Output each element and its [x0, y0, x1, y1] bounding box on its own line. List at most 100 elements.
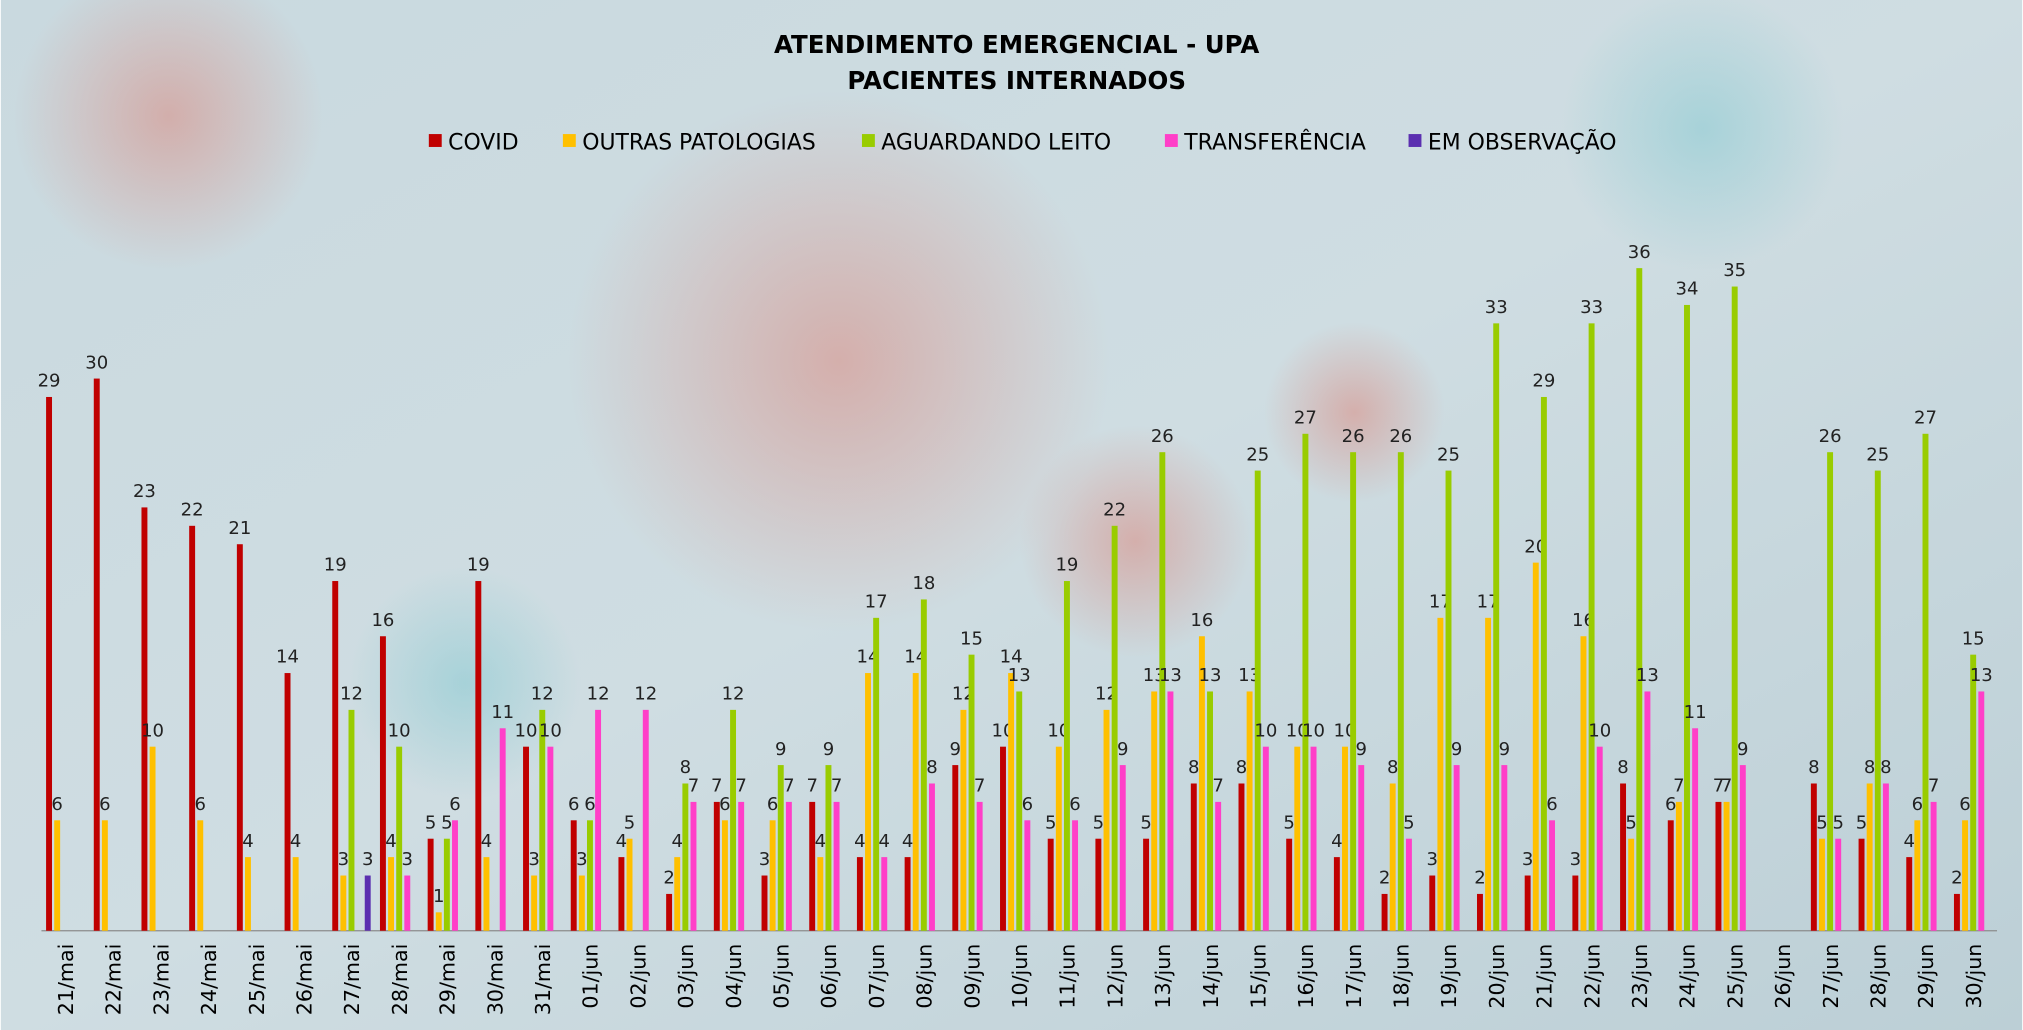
bar	[1636, 268, 1642, 931]
bar	[189, 526, 195, 931]
data-label: 6	[449, 794, 460, 815]
bar	[762, 876, 768, 931]
data-label: 7	[1673, 776, 1684, 797]
bar	[1437, 618, 1443, 931]
data-label: 15	[960, 628, 983, 649]
x-tick-label: 31/mai	[531, 944, 555, 1016]
x-tick-label: 05/jun	[769, 944, 793, 1009]
data-label: 25	[1246, 444, 1269, 465]
data-label: 7	[1928, 776, 1939, 797]
bar	[691, 802, 697, 931]
data-label: 3	[338, 849, 349, 870]
bar	[1104, 710, 1110, 931]
data-label: 5	[1283, 812, 1294, 833]
data-label: 5	[1856, 812, 1867, 833]
data-label: 34	[1676, 279, 1699, 300]
data-label: 4	[902, 831, 913, 852]
data-label: 14	[276, 647, 299, 668]
data-label: 6	[568, 794, 579, 815]
x-tick-label: 26/jun	[1771, 944, 1795, 1009]
data-label: 10	[539, 720, 562, 741]
bar	[1954, 894, 1960, 931]
bar	[531, 876, 537, 931]
legend-swatch	[862, 134, 875, 147]
bar	[1167, 691, 1173, 930]
data-label: 4	[616, 831, 627, 852]
bar	[1446, 471, 1452, 931]
bar	[1398, 452, 1404, 931]
chart: ATENDIMENTO EMERGENCIAL - UPA PACIENTES …	[0, 0, 2023, 1030]
data-label: 6	[767, 794, 778, 815]
bar	[770, 820, 776, 930]
x-tick-label: 13/jun	[1151, 944, 1175, 1009]
x-tick-label: 06/jun	[817, 944, 841, 1009]
bar	[1064, 581, 1070, 931]
bar	[1859, 839, 1865, 931]
data-label: 33	[1485, 297, 1508, 318]
x-tick-label: 08/jun	[913, 944, 937, 1009]
bar	[857, 857, 863, 931]
bar	[1906, 857, 1912, 931]
x-tick-label: 27/mai	[340, 944, 364, 1016]
data-label: 3	[528, 849, 539, 870]
data-label: 3	[1522, 849, 1533, 870]
data-label: 5	[1045, 812, 1056, 833]
bar	[46, 397, 52, 931]
bar	[428, 839, 434, 931]
data-label: 8	[1188, 757, 1199, 778]
data-label: 8	[1236, 757, 1247, 778]
bar	[873, 618, 879, 931]
data-label: 21	[228, 518, 251, 539]
bar	[404, 876, 410, 931]
bar	[340, 876, 346, 931]
data-label: 5	[441, 812, 452, 833]
bar	[1732, 287, 1738, 931]
data-label: 36	[1628, 242, 1651, 263]
bar	[1294, 747, 1300, 931]
bar	[1835, 839, 1841, 931]
bar	[952, 765, 958, 931]
data-label: 3	[1427, 849, 1438, 870]
data-label: 4	[854, 831, 865, 852]
legend-label: AGUARDANDO LEITO	[881, 131, 1111, 156]
data-label: 2	[663, 868, 674, 889]
bar	[1493, 323, 1499, 930]
x-tick-label: 03/jun	[674, 944, 698, 1009]
x-tick-label: 29/jun	[1914, 944, 1938, 1009]
x-tick-label: 12/jun	[1103, 944, 1127, 1009]
data-label: 5	[624, 812, 635, 833]
bar	[1159, 452, 1165, 931]
chart-title: ATENDIMENTO EMERGENCIAL - UPA	[774, 30, 1259, 59]
bar	[1406, 839, 1412, 931]
background-decoration	[1019, 425, 1251, 657]
x-tick-label: 23/mai	[149, 944, 173, 1016]
data-label: 5	[1140, 812, 1151, 833]
data-label: 5	[1403, 812, 1414, 833]
x-tick-label: 10/jun	[1008, 944, 1032, 1009]
data-label: 7	[974, 776, 985, 797]
data-label: 19	[1055, 555, 1078, 576]
bar	[1684, 305, 1690, 931]
x-tick-label: 28/jun	[1867, 944, 1891, 1009]
bar	[1572, 876, 1578, 931]
data-label: 4	[290, 831, 301, 852]
bar	[1215, 802, 1221, 931]
bar	[94, 379, 100, 931]
bar	[1970, 655, 1976, 931]
data-label: 9	[950, 739, 961, 760]
data-label: 5	[1625, 812, 1636, 833]
bar	[1095, 839, 1101, 931]
bar	[1715, 802, 1721, 931]
x-tick-label: 25/mai	[245, 944, 269, 1016]
bar	[1589, 323, 1595, 930]
bar	[1914, 820, 1920, 930]
x-tick-label: 25/jun	[1723, 944, 1747, 1009]
data-label: 17	[865, 592, 888, 613]
data-label: 6	[584, 794, 595, 815]
data-label: 4	[671, 831, 682, 852]
data-label: 6	[1912, 794, 1923, 815]
bar	[1302, 434, 1308, 931]
x-tick-label: 27/jun	[1819, 944, 1843, 1009]
x-tick-label: 21/mai	[54, 944, 78, 1016]
bar	[738, 802, 744, 931]
